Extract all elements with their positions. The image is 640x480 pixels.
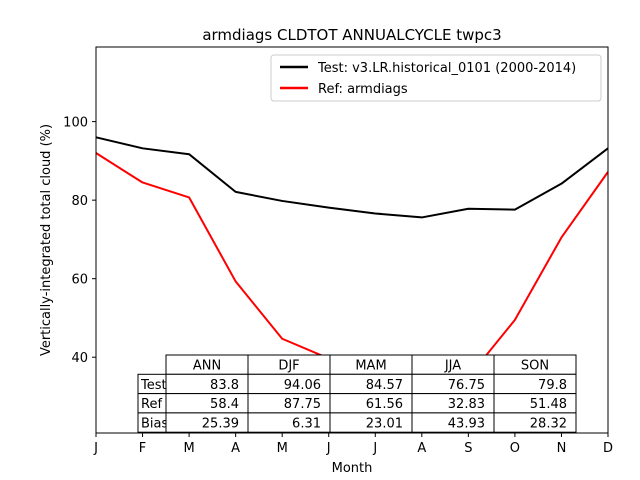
legend-label: Ref: armdiags xyxy=(318,82,408,97)
y-tick-label: 100 xyxy=(63,116,88,131)
x-tick-label: J xyxy=(372,441,377,456)
y-axis-title: Vertically-integrated total cloud (%) xyxy=(39,124,54,356)
x-tick-label: A xyxy=(417,441,426,456)
table-cell-value: 23.01 xyxy=(366,416,403,431)
table-cell-value: 87.75 xyxy=(284,397,321,412)
y-tick-label: 40 xyxy=(71,351,88,366)
x-tick-label: M xyxy=(277,441,288,456)
table-col-header: MAM xyxy=(355,359,386,374)
table-cell-value: 79.8 xyxy=(538,378,567,393)
x-tick-label: A xyxy=(231,441,240,456)
table-cell-value: 61.56 xyxy=(366,397,403,412)
table-col-header: DJF xyxy=(278,359,299,374)
table-cell-value: 28.32 xyxy=(530,416,567,431)
table-cell-value: 58.4 xyxy=(210,397,239,412)
table-cell xyxy=(493,412,577,433)
table-cell-value: 83.8 xyxy=(210,378,239,393)
table-cell-value: 94.06 xyxy=(284,378,321,393)
table-cell-value: 76.75 xyxy=(448,378,485,393)
table-cell-value: 32.83 xyxy=(448,397,485,412)
table-cell-value: 43.93 xyxy=(448,416,485,431)
x-tick-label: S xyxy=(464,441,472,456)
x-tick-label: D xyxy=(603,441,613,456)
table-col-header: ANN xyxy=(193,359,221,374)
x-axis-title: Month xyxy=(332,461,373,476)
table-row-label: Test xyxy=(140,378,167,393)
x-tick-label: O xyxy=(510,441,520,456)
x-tick-label: M xyxy=(183,441,194,456)
table-cell-value: 25.39 xyxy=(202,416,239,431)
table-cell-value: 51.48 xyxy=(530,397,567,412)
y-tick-label: 80 xyxy=(71,194,88,209)
axes-frame xyxy=(95,46,609,434)
legend-label: Test: v3.LR.historical_0101 (2000-2014) xyxy=(317,61,576,76)
legend-box xyxy=(270,54,602,102)
table-col-header: SON xyxy=(521,359,549,374)
table-cell-value: 6.31 xyxy=(292,416,321,431)
table-col-header: JJA xyxy=(444,359,461,374)
table-row-label: Ref xyxy=(141,397,162,412)
x-tick-label: J xyxy=(326,441,331,456)
table-cell-value: 84.57 xyxy=(366,378,403,393)
x-tick-label: J xyxy=(93,441,98,456)
series-line-test xyxy=(95,136,609,219)
x-tick-label: N xyxy=(557,441,567,456)
x-tick-label: F xyxy=(139,441,146,456)
chart-title: armdiags CLDTOT ANNUALCYCLE twpc3 xyxy=(202,26,501,44)
y-tick-label: 60 xyxy=(71,273,88,288)
table-row-label: Bias xyxy=(141,416,168,431)
